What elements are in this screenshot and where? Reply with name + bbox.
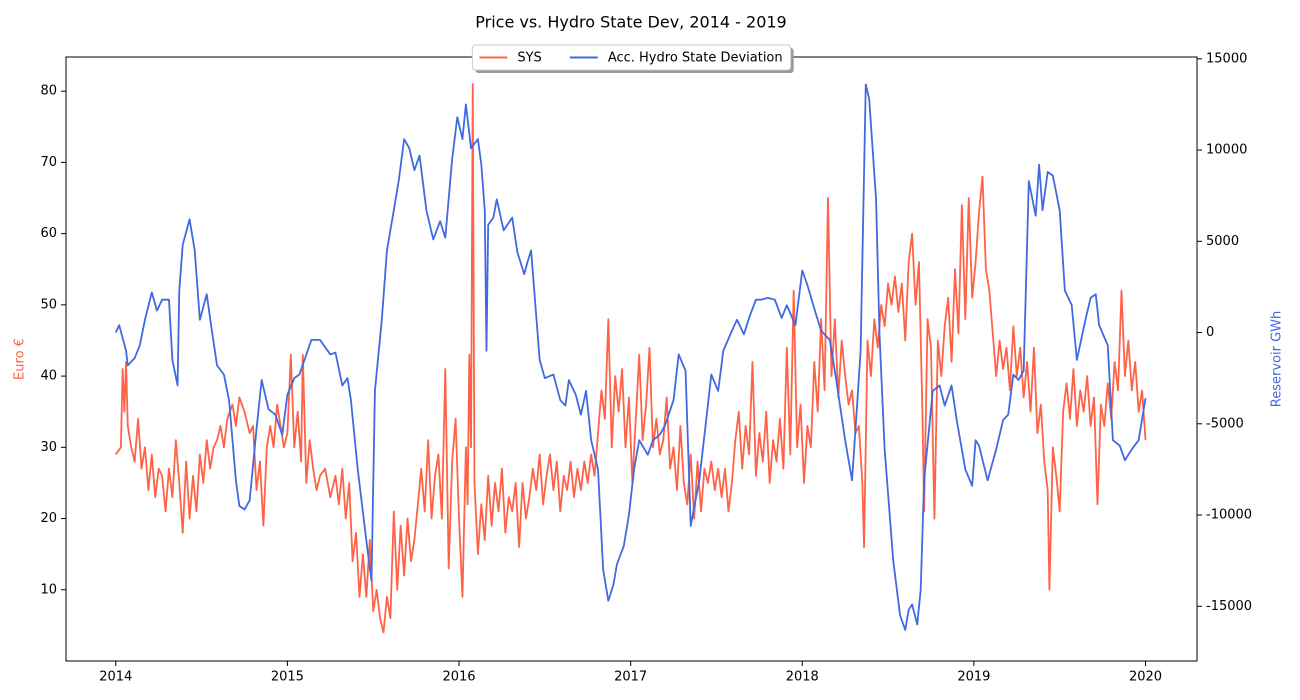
x-tick-label: 2019	[957, 670, 990, 685]
y-tick-label: 80	[40, 84, 57, 99]
y-tick-label: 20	[40, 511, 57, 526]
y-axis-label: Euro €	[13, 338, 28, 380]
y2-tick-label: -5000	[1206, 416, 1244, 431]
plot-lines	[114, 83, 1147, 634]
x-tick-label: 2020	[1129, 670, 1162, 685]
legend-label: SYS	[517, 51, 541, 66]
y2-axis-label: Reservoir GWh	[1270, 311, 1285, 407]
x-tick-label: 2014	[99, 670, 132, 685]
series-line	[115, 83, 1147, 634]
y-tick-label: 10	[40, 582, 57, 597]
y-tick-label: 30	[40, 440, 57, 455]
y-tick-label: 50	[40, 297, 57, 312]
y-tick-label: 40	[40, 369, 57, 384]
x-tick-label: 2018	[786, 670, 819, 685]
y-tick-label: 70	[40, 155, 57, 170]
y2-tick-label: 5000	[1206, 234, 1239, 249]
legend-frame	[471, 44, 792, 71]
x-tick-label: 2015	[271, 670, 304, 685]
y2-tick-label: -10000	[1206, 508, 1252, 523]
legend: SYS Acc. Hydro State Deviation	[471, 44, 794, 73]
y2-tick-label: 10000	[1206, 143, 1247, 158]
series-line	[114, 83, 1147, 631]
y2-tick-label: 0	[1206, 325, 1214, 340]
y2-tick-label: 15000	[1206, 51, 1247, 66]
x-tick-label: 2017	[614, 670, 647, 685]
chart-title: Price vs. Hydro State Dev, 2014 - 2019	[475, 13, 786, 32]
y-tick-label: 60	[40, 226, 57, 241]
y2-tick-label: -15000	[1206, 599, 1252, 614]
x-tick-label: 2016	[442, 670, 475, 685]
legend-label: Acc. Hydro State Deviation	[608, 51, 783, 66]
